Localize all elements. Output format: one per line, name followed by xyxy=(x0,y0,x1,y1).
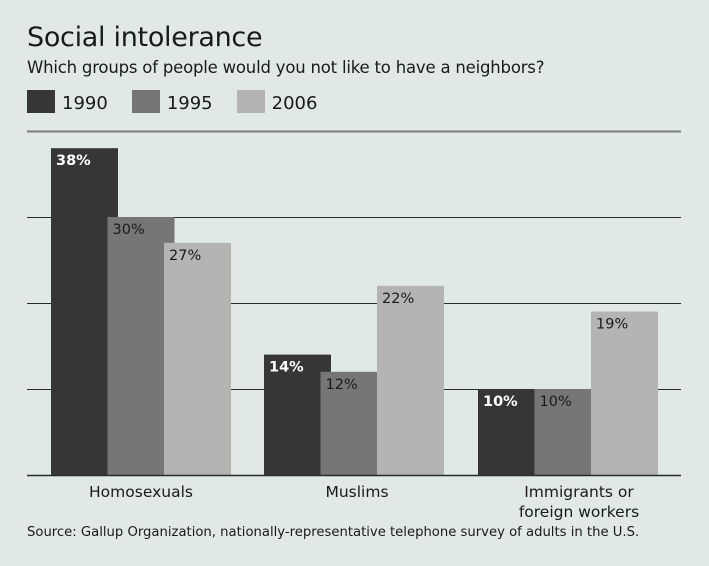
bars: 38% 30% 27% 14% 12% 22% 10% 10% 19% xyxy=(51,148,658,475)
data-label-1990-1: 14% xyxy=(269,360,304,376)
x-tick-label-1: Muslims xyxy=(325,483,388,501)
data-label-1995-1: 12% xyxy=(326,377,358,393)
data-label-2006-1: 22% xyxy=(382,291,414,307)
legend: 1990 1995 2006 xyxy=(27,89,341,114)
legend-label-2006: 2006 xyxy=(271,93,318,114)
chart-title: Social intolerance xyxy=(27,22,263,53)
bar-1995-2 xyxy=(534,389,602,475)
legend-swatch-1995 xyxy=(131,90,160,113)
legend-item-1995: 1995 xyxy=(131,89,213,114)
data-label-2006-2: 19% xyxy=(596,317,628,333)
legend-item-2006: 2006 xyxy=(236,89,318,114)
data-label-1995-2: 10% xyxy=(540,394,572,410)
bar-1995-1 xyxy=(320,371,388,475)
bar-2006-2 xyxy=(591,311,658,475)
data-label-1995-0: 30% xyxy=(113,222,145,238)
bar-1995-0 xyxy=(107,217,175,475)
bar-1990-0 xyxy=(51,148,118,475)
bar-2006-0 xyxy=(164,242,231,475)
legend-swatch-2006 xyxy=(236,90,265,113)
bar-1990-2 xyxy=(478,389,545,475)
bar-2006-1 xyxy=(377,285,444,475)
data-label-1990-2: 10% xyxy=(483,394,518,410)
legend-label-1990: 1990 xyxy=(62,93,108,114)
legend-item-1990: 1990 xyxy=(27,89,108,114)
legend-swatch-1990 xyxy=(27,90,55,113)
data-label-2006-0: 27% xyxy=(169,248,201,264)
chart-subtitle: Which groups of people would you not lik… xyxy=(27,58,545,77)
data-label-1990-0: 38% xyxy=(56,153,91,169)
x-tick-label-2: Immigrants or foreign workers xyxy=(519,483,639,521)
legend-label-1995: 1995 xyxy=(166,93,213,114)
x-tick-label-0: Homosexuals xyxy=(89,483,193,501)
bar-1990-1 xyxy=(264,354,331,475)
source-note: Source: Gallup Organization, nationally-… xyxy=(27,525,640,540)
